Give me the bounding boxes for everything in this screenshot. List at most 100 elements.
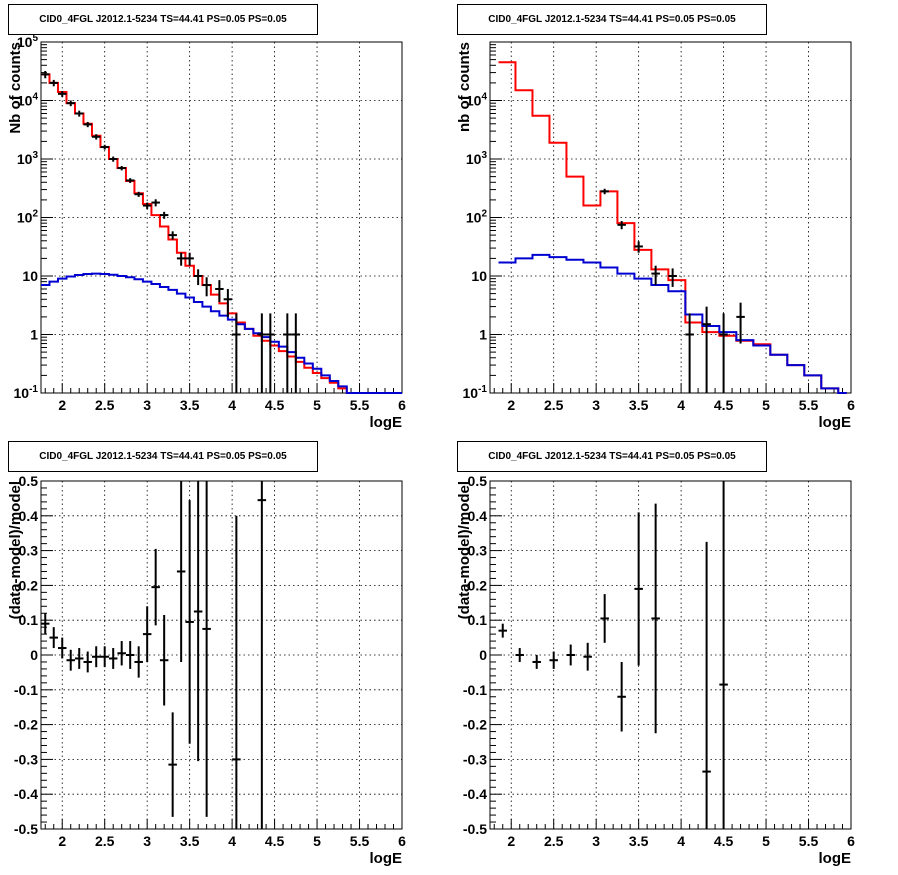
data-point: [159, 211, 169, 219]
x-tick-label: 4.5: [714, 397, 734, 413]
x-tick-label: 4.5: [265, 397, 285, 413]
y-tick-label: -0.1: [463, 682, 487, 698]
x-axis-label: logE: [370, 850, 403, 867]
x-tick-label: 3: [592, 833, 600, 849]
data-point: [185, 500, 194, 744]
x-tick-label: 5: [313, 833, 321, 849]
x-tick-label: 3: [143, 397, 151, 413]
x-tick-label: 4.5: [265, 833, 285, 849]
x-tick-label: 3.5: [180, 833, 200, 849]
data-point: [117, 641, 126, 666]
data-point: [66, 649, 75, 671]
y-tick-label: -0.1: [14, 682, 38, 698]
data-point: [168, 231, 177, 240]
data-point: [634, 241, 643, 253]
data-point: [49, 79, 58, 87]
data-point: [151, 548, 160, 626]
data-point: [600, 594, 609, 643]
x-tick-label: 3.5: [629, 397, 649, 413]
y-tick-label: 10: [471, 268, 487, 284]
data-point: [74, 648, 84, 669]
x-tick-label: 5.5: [350, 833, 370, 849]
y-tick-label: 10: [22, 268, 38, 284]
data-point: [617, 661, 626, 732]
data-point: [719, 481, 728, 829]
y-tick-label: 1: [30, 327, 38, 343]
x-tick-label: 5: [313, 397, 321, 413]
data-point: [168, 712, 177, 817]
data-point: [736, 302, 745, 344]
data-point: [232, 515, 241, 829]
data-point: [108, 156, 118, 162]
y-tick-label: 0.2: [19, 577, 39, 593]
y-tick-label: -0.5: [14, 821, 38, 837]
grid: [41, 41, 403, 394]
x-tick-label: 2: [58, 397, 66, 413]
data-point: [549, 651, 558, 669]
x-tick-label: 6: [847, 833, 855, 849]
data-point: [532, 655, 541, 669]
x-tick-label: 4: [228, 833, 236, 849]
data-point: [134, 191, 143, 197]
x-axis-label: logE: [819, 850, 852, 867]
data-point: [100, 144, 109, 150]
data-point: [66, 100, 75, 107]
data-point: [202, 481, 211, 817]
data-point: [566, 644, 575, 666]
x-axis: 2 2.5 3 3.5 4 4.5 5 5.5 6: [44, 383, 406, 413]
model-histogram-line: [498, 61, 847, 394]
y-tick-label: 0: [479, 647, 487, 663]
data-point: [41, 70, 50, 79]
x-tick-label: 4: [677, 397, 685, 413]
x-tick-label: 2.5: [544, 397, 564, 413]
x-tick-label: 6: [398, 397, 406, 413]
data-point: [176, 481, 186, 662]
data-point: [291, 313, 301, 393]
x-tick-label: 6: [847, 397, 855, 413]
x-tick-label: 4: [677, 833, 685, 849]
chart-title: CID0_4FGL J2012.1-5234 TS=44.41 PS=0.05 …: [457, 4, 767, 35]
x-tick-label: 5.5: [799, 833, 819, 849]
data-point: [232, 313, 241, 393]
y-tick-label: -0.5: [463, 821, 487, 837]
spectrum-panel-right: CID0_4FGL J2012.1-5234 TS=44.41 PS=0.05 …: [449, 0, 898, 437]
x-tick-label: 5: [762, 397, 770, 413]
data-points: [41, 481, 267, 829]
x-tick-label: 3: [143, 833, 151, 849]
y-tick-label: 10-1: [14, 384, 39, 401]
y-tick-label: -0.3: [463, 751, 487, 767]
y-tick-label: 0: [30, 647, 38, 663]
grid: [490, 42, 852, 394]
x-axis: 2 2.5 3 3.5 4 4.5 5 5.5 6: [44, 819, 406, 849]
data-point: [583, 642, 592, 671]
y-axis: -0.5 -0.4 -0.3 -0.2 -0.1 0 0.1 0.2 0.3 0.4 0.5: [14, 473, 53, 837]
y-axis: -0.5 -0.4 -0.3 -0.2 -0.1 0 0.1 0.2 0.3 0.4 0.5: [463, 473, 502, 837]
data-point: [108, 648, 118, 669]
y-tick-label: -0.4: [14, 786, 38, 802]
y-axis: 10-1 1 10 102 103 104: [463, 44, 502, 401]
y-tick-label: 0.2: [468, 577, 488, 593]
data-point: [498, 623, 507, 638]
x-tick-label: 3.5: [180, 397, 200, 413]
y-axis: 10-1 1 10 102 103 104 105: [14, 33, 53, 401]
y-tick-label: 10-1: [463, 384, 488, 401]
data-point: [49, 627, 58, 649]
data-point: [702, 541, 711, 829]
spectrum-panel-left: CID0_4FGL J2012.1-5234 TS=44.41 PS=0.05 …: [0, 0, 449, 437]
grid: [41, 480, 403, 830]
x-tick-label: 2.5: [544, 833, 564, 849]
chart-title: CID0_4FGL J2012.1-5234 TS=44.41 PS=0.05 …: [457, 441, 767, 472]
data-point: [283, 313, 292, 393]
data-points: [600, 188, 745, 393]
data-point: [117, 165, 126, 171]
data-point: [41, 613, 50, 635]
y-axis-label: Nb of counts: [7, 42, 24, 134]
y-tick-label: 102: [466, 209, 488, 226]
y-tick-label: -0.2: [14, 717, 38, 733]
y-tick-label: 0.4: [468, 508, 488, 524]
data-point: [185, 252, 194, 266]
data-point: [176, 252, 186, 266]
data-point: [142, 606, 152, 662]
x-tick-label: 6: [398, 833, 406, 849]
